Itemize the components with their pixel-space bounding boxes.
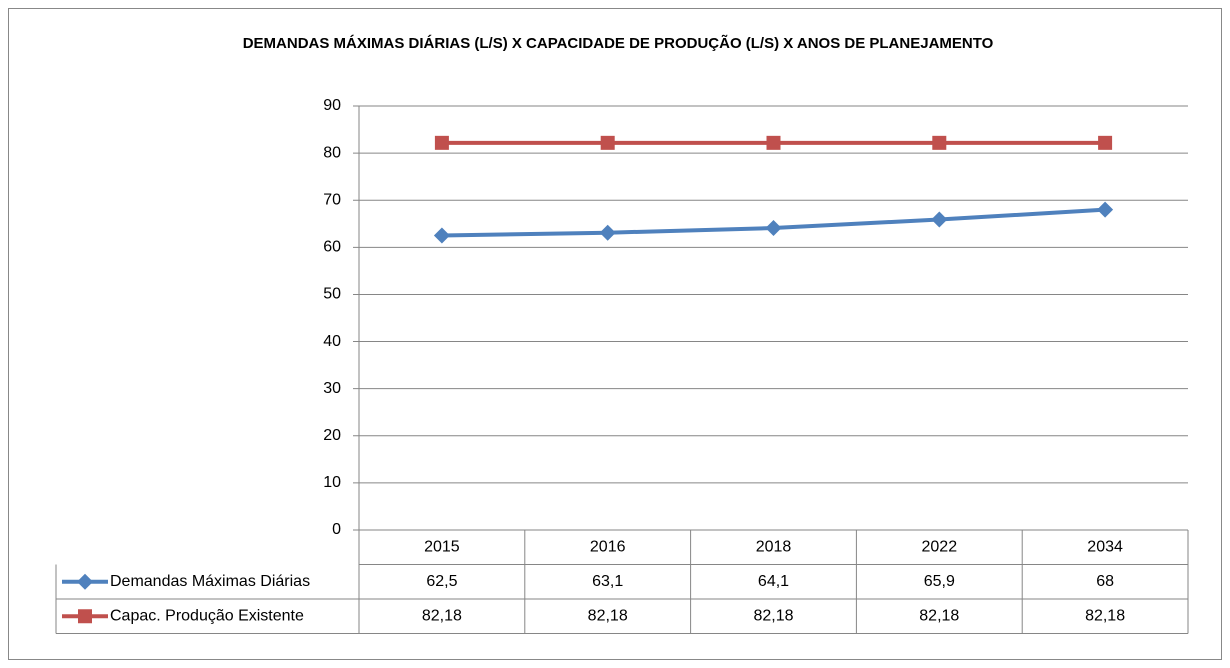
y-tick-label: 70 — [323, 191, 341, 208]
legend-label: Capac. Produção Existente — [110, 607, 304, 624]
legend-key-marker — [78, 609, 92, 624]
chart-border — [8, 8, 1222, 660]
table-value: 62,5 — [426, 573, 457, 590]
table-value: 82,18 — [1085, 607, 1125, 624]
data-point — [766, 135, 781, 150]
y-tick-label: 10 — [323, 474, 341, 491]
x-tick-label: 2016 — [590, 538, 626, 555]
data-point — [600, 135, 615, 150]
table-value: 82,18 — [919, 607, 959, 624]
y-tick-label: 0 — [332, 521, 341, 538]
y-tick-label: 90 — [323, 97, 341, 114]
data-point — [599, 224, 616, 241]
chart-title: DEMANDAS MÁXIMAS DIÁRIAS (L/S) X CAPACID… — [243, 34, 994, 52]
y-tick-label: 80 — [323, 144, 341, 161]
x-tick-label: 2018 — [756, 538, 792, 555]
y-tick-label: 40 — [323, 333, 341, 350]
data-point — [1098, 135, 1113, 150]
y-tick-label: 30 — [323, 380, 341, 397]
x-tick-label: 2015 — [424, 538, 460, 555]
data-point — [434, 135, 449, 150]
legend-key-marker — [77, 573, 93, 590]
table-value: 63,1 — [592, 573, 623, 590]
legend-label: Demandas Máximas Diárias — [110, 573, 310, 590]
table-value: 82,18 — [753, 607, 793, 624]
data-point — [433, 227, 450, 244]
data-point — [765, 220, 782, 237]
table-value: 64,1 — [758, 573, 789, 590]
y-tick-label: 20 — [323, 427, 341, 444]
x-tick-label: 2034 — [1087, 538, 1123, 555]
table-value: 82,18 — [422, 607, 462, 624]
data-point — [932, 135, 947, 150]
table-value: 65,9 — [924, 573, 955, 590]
table-value: 82,18 — [588, 607, 628, 624]
y-tick-label: 50 — [323, 286, 341, 303]
data-point — [931, 211, 948, 228]
data-point — [1097, 201, 1114, 218]
table-value: 68 — [1096, 573, 1114, 590]
y-tick-label: 60 — [323, 239, 341, 256]
x-tick-label: 2022 — [922, 538, 958, 555]
